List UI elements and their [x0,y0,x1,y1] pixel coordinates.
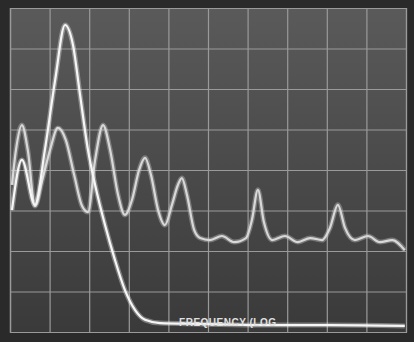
traces [12,25,405,326]
y-grid-line [10,332,406,333]
plot: FREQUENCY (LOG [10,8,407,333]
y-grid-line [10,89,406,90]
trace-glow [12,125,405,250]
y-grid-line [10,210,406,211]
y-tick [10,251,406,252]
y-grid-line [10,170,406,171]
y-tick [10,8,406,9]
x-axis [11,8,407,333]
bezel [0,0,414,342]
screen [10,8,406,332]
x-axis-label: FREQUENCY (LOG [179,317,276,328]
y-tick [10,89,406,90]
x-axis-line [11,8,407,333]
y-tick [10,130,406,131]
trace [12,125,405,250]
y-axis [10,9,406,333]
y-grid-line [10,251,406,252]
trace-glow [12,25,405,326]
y-tick [10,292,406,293]
y-tick [10,170,406,171]
y-grid-line [10,8,406,9]
x-grid-line [406,8,407,332]
y-tick [10,49,406,50]
y-grid-line [10,291,406,292]
y-tick [10,332,406,333]
y-grid-line [10,48,406,49]
trace [12,25,405,326]
y-tick [10,211,406,212]
x-tick [406,8,407,332]
y-axis-line [11,9,407,333]
chart: FREQUENCY (LOG [0,0,414,342]
y-grid-line [10,129,406,130]
